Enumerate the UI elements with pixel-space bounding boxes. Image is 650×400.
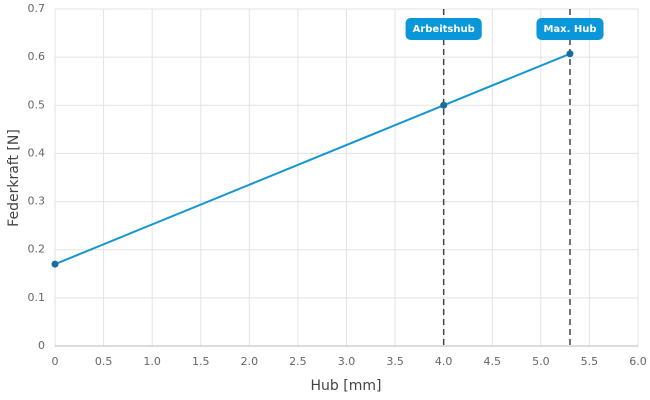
- y-tick-label: 0.5: [28, 98, 46, 111]
- x-tick-label: 1.5: [192, 355, 210, 368]
- point: [566, 50, 574, 58]
- x-tick-label: 3.5: [386, 355, 404, 368]
- y-tick-label: 0.2: [28, 243, 46, 256]
- point: [51, 260, 59, 268]
- annotation-box: [536, 18, 604, 40]
- point: [440, 101, 448, 109]
- x-tick-label: 2.0: [241, 355, 259, 368]
- y-tick-label: 0.3: [28, 195, 46, 208]
- y-tick-label: 0.4: [28, 146, 46, 159]
- x-tick-label: 6.0: [629, 355, 647, 368]
- annotation-label: Arbeitshub: [405, 18, 482, 40]
- x-tick-label: 0: [52, 355, 59, 368]
- y-tick-label: 0.1: [28, 291, 46, 304]
- x-tick-label: 4.5: [484, 355, 502, 368]
- annotation-label: Max. Hub: [536, 18, 604, 40]
- x-tick-label: 4.0: [435, 355, 453, 368]
- x-tick-label: 0.5: [95, 355, 113, 368]
- annotation-box: [405, 18, 482, 40]
- y-axis-title: Federkraft [N]: [6, 129, 22, 227]
- x-axis-title: Hub [mm]: [311, 378, 382, 394]
- x-tick-label: 5.5: [581, 355, 599, 368]
- y-tick-label: 0: [38, 339, 45, 352]
- x-tick-label: 5.0: [532, 355, 550, 368]
- y-tick-label: 0.6: [28, 50, 46, 63]
- y-tick-label: 0.7: [28, 2, 46, 15]
- x-tick-label: 2.5: [289, 355, 307, 368]
- annotation-text: Max. Hub: [543, 24, 596, 35]
- x-tick-label: 1.0: [143, 355, 161, 368]
- x-tick-label: 3.0: [338, 355, 356, 368]
- annotation-text: Arbeitshub: [413, 24, 475, 35]
